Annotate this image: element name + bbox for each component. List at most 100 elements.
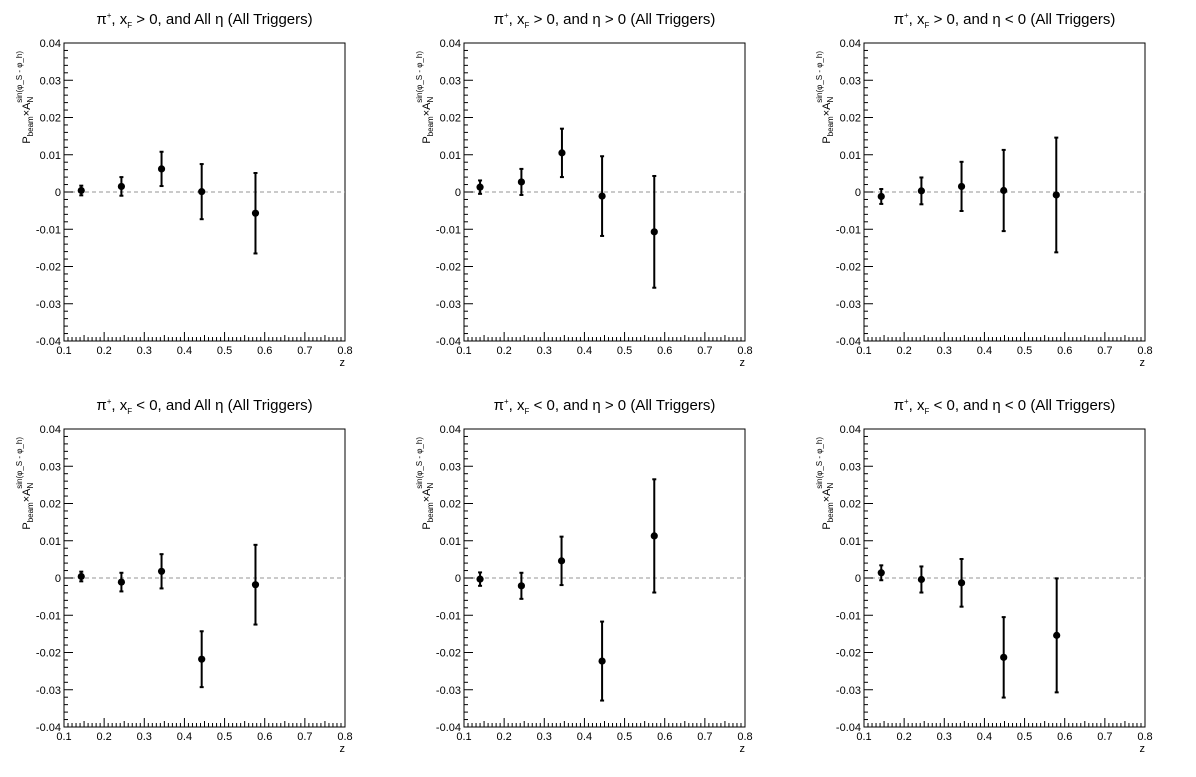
- data-point: [877, 192, 885, 201]
- x-tick-label: 0.5: [217, 731, 232, 743]
- x-tick-label: 0.2: [96, 345, 111, 357]
- data-point: [157, 567, 166, 575]
- y-tick-label: 0.03: [440, 461, 461, 473]
- title-x: , x: [909, 397, 925, 414]
- x-axis-label: z: [740, 743, 746, 755]
- y-tick-label: -0.02: [436, 262, 461, 274]
- title-x-sub: F: [525, 21, 530, 30]
- chart-title: π+, xF > 0, and η > 0 (All Triggers): [494, 11, 716, 30]
- data-point: [650, 228, 658, 236]
- y-label-a-sub: N: [26, 483, 35, 489]
- title-x: , x: [509, 397, 525, 414]
- x-tick-label: 0.3: [937, 345, 952, 357]
- title-rest: < 0, and η < 0 (All Triggers): [929, 397, 1115, 414]
- x-tick-label: 0.5: [617, 731, 632, 743]
- title-x: , x: [111, 397, 127, 414]
- x-tick-label: 0.5: [1017, 345, 1032, 357]
- y-tick-label: -0.02: [436, 648, 461, 660]
- x-tick-label: 0.2: [896, 731, 911, 743]
- x-tick-label: 0.7: [1097, 731, 1112, 743]
- chart-title: π+, xF > 0, and All η (All Triggers): [96, 11, 312, 30]
- x-tick-label: 0.6: [257, 731, 272, 743]
- data-point: [157, 165, 166, 173]
- y-tick-label: -0.03: [836, 685, 861, 697]
- chart-title: π+, xF < 0, and η < 0 (All Triggers): [894, 397, 1116, 416]
- y-tick-label: -0.04: [436, 722, 461, 734]
- x-tick-label: 0.8: [737, 731, 752, 743]
- data-point: [77, 572, 85, 581]
- y-label-p-sub: beam: [26, 502, 35, 522]
- y-label-a-sup: sin(φ_S - φ_h): [415, 51, 424, 103]
- y-tick-label: 0.03: [840, 461, 861, 473]
- title-lead: π: [96, 11, 106, 28]
- y-tick-label: -0.02: [36, 648, 61, 660]
- x-axis-label: z: [1140, 743, 1146, 755]
- x-tick-label: 0.1: [456, 731, 471, 743]
- x-tick-label: 0.1: [56, 731, 71, 743]
- data-point: [198, 188, 206, 196]
- y-label-p-sub: beam: [426, 502, 435, 522]
- data-point: [557, 557, 566, 565]
- title-x-sub: F: [127, 407, 132, 416]
- data-point: [117, 182, 126, 191]
- x-tick-label: 0.3: [137, 345, 152, 357]
- y-tick-label: 0.01: [840, 150, 861, 162]
- y-tick-label: 0.02: [440, 499, 461, 511]
- x-tick-label: 0.3: [537, 731, 552, 743]
- y-label-p: P: [21, 522, 33, 529]
- title-x-sub: F: [925, 21, 930, 30]
- data-point: [650, 532, 658, 540]
- data-point: [476, 575, 484, 583]
- title-rest: > 0, and η > 0 (All Triggers): [529, 11, 715, 28]
- x-tick-label: 0.1: [856, 731, 871, 743]
- y-tick-label: 0.01: [440, 150, 461, 162]
- y-tick-label: 0.04: [40, 424, 61, 436]
- x-tick-label: 0.1: [456, 345, 471, 357]
- x-tick-label: 0.3: [937, 731, 952, 743]
- x-tick-label: 0.8: [737, 345, 752, 357]
- y-tick-label: -0.03: [436, 685, 461, 697]
- y-tick-label: -0.03: [36, 685, 61, 697]
- data-point: [517, 582, 526, 590]
- y-label-a-sup: sin(φ_S - φ_h): [415, 437, 424, 489]
- title-lead-sup: +: [504, 397, 509, 406]
- data-point: [877, 569, 885, 577]
- y-label-times: ×A: [21, 102, 33, 116]
- y-tick-label: -0.03: [836, 299, 861, 311]
- y-tick-label: 0.03: [840, 75, 861, 87]
- x-tick-label: 0.8: [1137, 345, 1152, 357]
- data-point: [957, 182, 966, 191]
- y-label-a-sub: N: [426, 97, 435, 103]
- x-tick-label: 0.5: [1017, 731, 1032, 743]
- y-tick-label: -0.02: [836, 262, 861, 274]
- y-tick-label: 0.02: [40, 499, 61, 511]
- y-tick-label: 0.02: [840, 499, 861, 511]
- x-tick-label: 0.7: [297, 731, 312, 743]
- title-lead-sup: +: [904, 397, 909, 406]
- y-tick-label: 0: [455, 187, 461, 199]
- x-tick-label: 0.2: [896, 345, 911, 357]
- y-tick-label: -0.01: [36, 224, 61, 236]
- x-tick-label: 0.7: [297, 345, 312, 357]
- x-axis-label: z: [1140, 357, 1146, 369]
- x-tick-label: 0.6: [657, 345, 672, 357]
- data-point: [251, 209, 260, 217]
- y-tick-label: 0.01: [40, 150, 61, 162]
- y-label-a-sub: N: [426, 483, 435, 489]
- y-tick-label: 0.02: [440, 113, 461, 125]
- chart-title: π+, xF < 0, and All η (All Triggers): [96, 397, 312, 416]
- data-point: [917, 575, 926, 584]
- x-tick-label: 0.7: [1097, 345, 1112, 357]
- title-lead: π: [96, 397, 106, 414]
- title-rest: > 0, and η < 0 (All Triggers): [929, 11, 1115, 28]
- title-rest: > 0, and All η (All Triggers): [132, 11, 313, 28]
- y-label-a-sub: N: [826, 97, 835, 103]
- y-tick-label: -0.02: [836, 648, 861, 660]
- y-label-p: P: [421, 136, 433, 143]
- x-tick-label: 0.8: [1137, 731, 1152, 743]
- y-label-p-sub: beam: [426, 116, 435, 136]
- y-tick-label: -0.04: [436, 336, 461, 348]
- y-label-p-sub: beam: [826, 116, 835, 136]
- y-tick-label: -0.04: [36, 722, 61, 734]
- y-label-a-sup: sin(φ_S - φ_h): [815, 437, 824, 489]
